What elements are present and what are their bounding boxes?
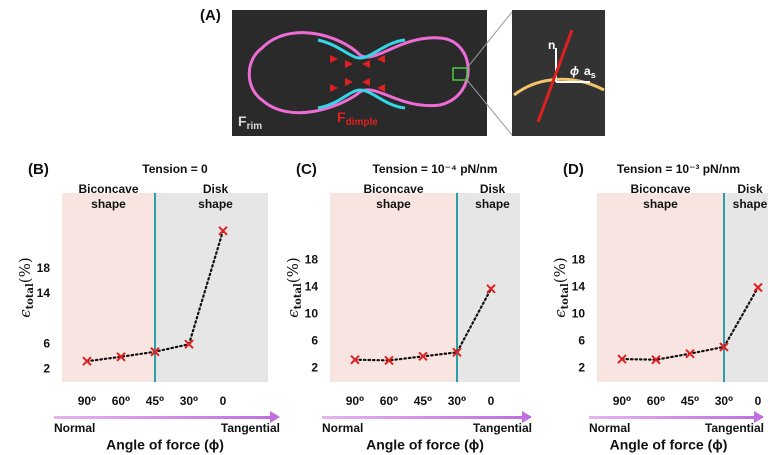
x-tick-label: 45⁰ <box>146 394 165 408</box>
biconcave-region <box>597 193 724 382</box>
y-tick-label: 2 <box>311 361 318 375</box>
x-start-label: Normal <box>54 421 95 435</box>
x-end-label: Tangential <box>473 421 532 435</box>
region-label: shape <box>475 197 510 211</box>
f-rim-sub: rim <box>247 121 263 132</box>
y-tick-label: 14 <box>572 280 586 294</box>
x-tick-label: 90⁰ <box>613 394 632 408</box>
phi-label: ϕ <box>570 64 579 78</box>
y-tick-label: 2 <box>43 362 50 376</box>
a-sub: s <box>591 70 596 80</box>
y-label-sub: total <box>560 283 571 309</box>
biconcave-region <box>330 193 457 382</box>
region-label: Disk <box>737 182 763 196</box>
panel-label: (B) <box>28 161 49 178</box>
y-tick-label: 14 <box>305 280 319 294</box>
region-label: Biconcave <box>630 182 690 196</box>
panel-title: Tension = 10⁻⁴ pN/nm <box>372 162 497 176</box>
panel-label: (A) <box>200 7 221 24</box>
y-label-unit: (%) <box>551 257 569 283</box>
y-tick-label: 18 <box>37 261 51 275</box>
panel-title: Tension = 0 <box>142 162 208 176</box>
n-label: n <box>548 38 555 52</box>
panel-label: (C) <box>296 161 317 178</box>
x-tick-label: 60⁰ <box>112 394 131 408</box>
x-axis-label: Angle of force (ϕ) <box>610 437 728 453</box>
x-end-label: Tangential <box>705 421 764 435</box>
y-tick-label: 6 <box>311 334 318 348</box>
x-start-label: Normal <box>589 421 630 435</box>
y-tick-label: 6 <box>578 334 585 348</box>
region-label: Biconcave <box>363 182 423 196</box>
y-tick-label: 2 <box>578 361 585 375</box>
x-tick-label: 60⁰ <box>380 394 399 408</box>
y-label-unit: (%) <box>16 257 34 283</box>
figure: (A) Frim Fdimple n ϕ as (B) Tension = 0 Bi… <box>0 0 768 455</box>
y-axis-label: ϵtotal(%) <box>551 257 571 318</box>
y-tick-label: 18 <box>305 253 319 267</box>
x-tick-label: 45⁰ <box>414 394 433 408</box>
x-tick-label: 30⁰ <box>180 394 199 408</box>
y-tick-label: 6 <box>43 336 50 350</box>
y-tick-label: 18 <box>572 253 586 267</box>
x-tick-label: 45⁰ <box>681 394 700 408</box>
y-tick-label: 14 <box>37 286 51 300</box>
x-tick-label: 0 <box>220 394 227 408</box>
x-start-label: Normal <box>322 421 363 435</box>
x-tick-label: 90⁰ <box>78 394 97 408</box>
x-axis-label: Angle of force (ϕ) <box>366 437 484 453</box>
y-label-sub: total <box>293 283 304 309</box>
region-label: shape <box>91 197 126 211</box>
y-tick-label: 10 <box>305 307 319 321</box>
x-tick-label: 0 <box>488 394 495 408</box>
x-tick-label: 30⁰ <box>448 394 467 408</box>
y-label-unit: (%) <box>284 257 302 283</box>
region-label: shape <box>733 197 768 211</box>
panel-a: (A) Frim Fdimple n ϕ as <box>200 7 605 136</box>
x-axis-label: Angle of force (ϕ) <box>106 437 224 453</box>
disk-region <box>724 193 768 382</box>
x-tick-label: 30⁰ <box>715 394 734 408</box>
region-label: shape <box>376 197 411 211</box>
x-end-label: Tangential <box>221 421 280 435</box>
y-axis-label: ϵtotal(%) <box>16 257 36 318</box>
y-label-sub: total <box>25 283 36 309</box>
y-tick-label: 10 <box>572 307 586 321</box>
x-tick-label: 60⁰ <box>647 394 666 408</box>
panel-title: Tension = 10⁻³ pN/nm <box>617 162 740 176</box>
region-label: Disk <box>480 182 506 196</box>
x-tick-label: 90⁰ <box>346 394 365 408</box>
x-tick-label: 0 <box>755 394 762 408</box>
panel-label: (D) <box>563 161 584 178</box>
region-label: shape <box>643 197 678 211</box>
f-dimple-sub: dimple <box>346 117 379 128</box>
y-axis-label: ϵtotal(%) <box>284 257 304 318</box>
disk-region <box>155 193 268 382</box>
region-label: Disk <box>203 182 229 196</box>
region-label: shape <box>198 197 233 211</box>
region-label: Biconcave <box>78 182 138 196</box>
